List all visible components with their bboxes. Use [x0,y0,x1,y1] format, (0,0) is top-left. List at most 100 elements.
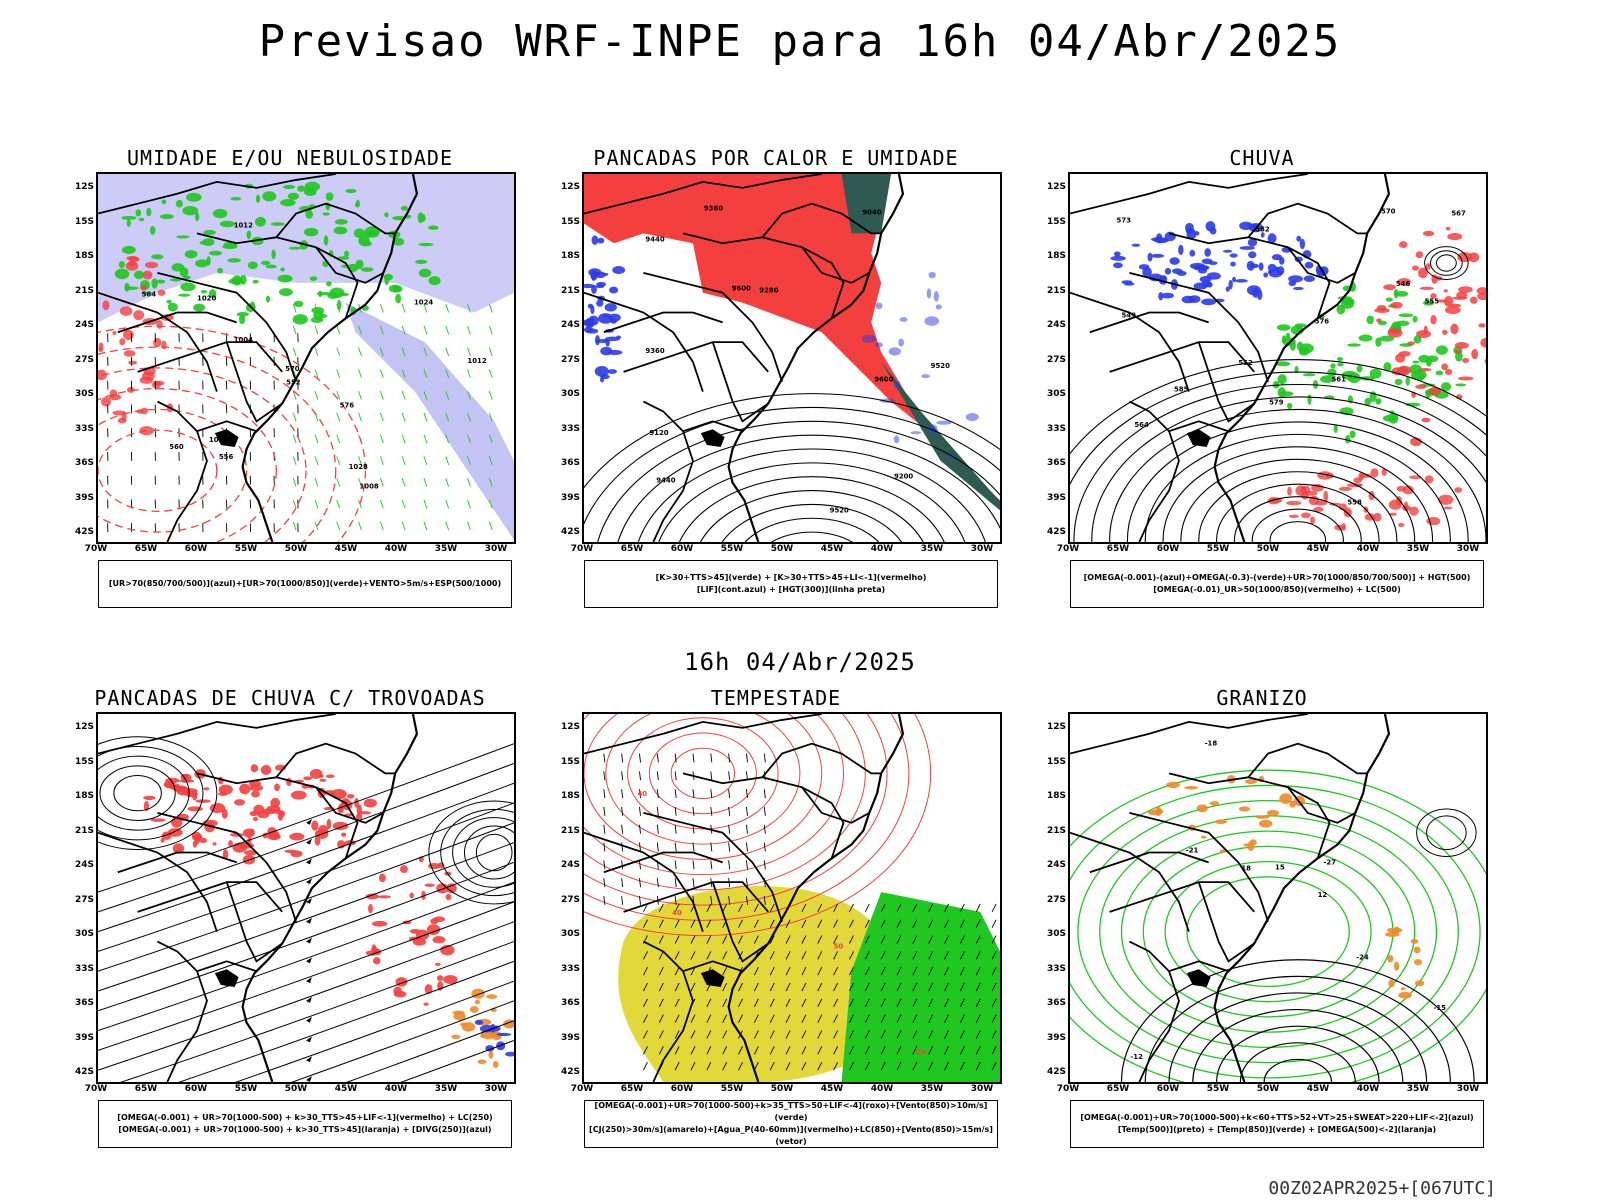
latitude-label: 33S [560,963,580,974]
vortex-east [428,800,514,905]
longitude-label: 35W [1406,544,1430,554]
longitude-label: 60W [184,1084,208,1094]
latitude-label: 30S [560,389,580,399]
latitude-label: 12S [560,722,580,732]
forecast-map: 40 40 50 40 [582,712,1002,1084]
instability-red-area [584,174,941,442]
longitude-label: 50W [1256,1084,1280,1094]
latitude-label: 15S [560,216,580,227]
longitude-label: 45W [820,544,844,554]
omega500-orange-ocean [1385,926,1425,999]
omega500-orange [1147,775,1306,854]
longitude-label: 40W [1356,544,1380,554]
country-borders [98,174,419,542]
legend-line: [LIF](cont.azul) + [HGT(300)](linha pret… [696,585,886,594]
panel-title: UMIDADE E/OU NEBULOSIDADE [126,146,454,170]
contour-label: 561 [1331,376,1346,384]
legend-line: [K>30+TTS>45](verde) + [K>30+TTS>45+LI<-… [655,573,927,582]
latitude-label: 36S [74,458,94,468]
legend-line: [OMEGA(-0.001)+UR>70(1000-500)+k>35_TTS>… [594,1101,988,1122]
latitude-label: 42S [560,1067,580,1077]
longitude-label: 55W [234,544,258,554]
latitude-label: 36S [1046,458,1066,468]
latitude-label: 15S [74,756,94,767]
longitude-label: 60W [184,544,208,554]
contour-label: 1012 [234,221,253,229]
forecast-map [96,712,516,1084]
temp850-green [1070,769,1486,1082]
contour-label: 1024 [414,299,433,307]
latitude-label: 36S [560,458,580,468]
panel-umidade: UMIDADE E/OU NEBULOSIDADE100810121016102… [70,146,516,626]
panel-legend: [K>30+TTS>45](verde) + [K>30+TTS>45+LI<-… [584,560,998,608]
latitude-label: 36S [1046,998,1066,1008]
latitude-label: 27S [1046,894,1066,905]
latitude-label: 33S [560,423,580,434]
contour-label: 40 [637,790,647,798]
panel-title: GRANIZO [1216,686,1308,710]
panel-pancadas-calor: PANCADAS POR CALOR E UMIDADE 9600 9520 9440… [556,146,1002,626]
latitude-label: 39S [74,1032,94,1043]
longitude-label: 35W [920,1084,944,1094]
legend-line: [OMEGA(-0.001) + UR>70(1000-500) + k>30_… [118,1125,492,1134]
legend-line: [CJ(250)>30m/s](amarelo)+[Agua_P(40-60mm… [589,1125,993,1146]
contour-label: 555 [1425,298,1440,306]
forecast-map: 9600 9520 9440 9360 9280 9200 9120 9040 9600 9520… [582,172,1002,544]
country-borders [98,714,419,1082]
wind-vectors-black [107,333,299,533]
longitude-label: 60W [670,544,694,554]
longitude-label: 70W [570,1084,594,1094]
panel-legend: [OMEGA(-0.001)-(azul)+OMEGA(-0.3)-(verde… [1070,560,1484,608]
contour-label: 9440 [656,477,675,485]
contour-label: 546 [1396,280,1411,288]
longitude-label: 40W [1356,1084,1380,1094]
latitude-label: 12S [560,182,580,192]
latitude-label: 12S [1046,722,1066,732]
latitude-label: 39S [74,492,94,503]
longitude-label: 55W [1206,1084,1230,1094]
map-canvas [98,714,514,1082]
contour-label: 573 [1117,216,1132,224]
longitude-label: 35W [434,544,458,554]
country-borders [1070,174,1391,542]
latitude-label: 36S [560,998,580,1008]
latitude-label: 27S [560,894,580,905]
contour-label: 1020 [197,295,216,303]
latitude-label: 18S [74,791,94,801]
humidity-band [345,302,514,541]
omega-blue [1110,221,1329,306]
contour-label: 9360 [645,347,664,355]
humidity-red-spots [98,255,174,436]
hgt300-contours [584,393,1000,542]
map-canvas: 40 40 50 40 [584,714,1000,1082]
longitude-label: 50W [284,1084,308,1094]
forecast-map: 585 582 579 576 573 570 567 564 561 558 555 552 549 5… [1068,172,1488,544]
panel-legend: [OMEGA(-0.001)+UR>70(1000-500)+k>35_TTS>… [584,1100,998,1148]
longitude-label: 50W [1256,544,1280,554]
latitude-label: 30S [74,389,94,399]
contour-label: 9520 [830,506,849,514]
contour-label: 1004 [234,336,253,344]
longitude-label: 45W [334,1084,358,1094]
latitude-label: 21S [1046,825,1066,836]
longitude-label: 45W [334,544,358,554]
longitude-label: 70W [1056,544,1080,554]
longitude-label: 55W [1206,544,1230,554]
streamlines-250 [98,743,514,1082]
lif-blue-ocean [861,271,979,458]
panel-granizo: GRANIZO -12 -15 -18 -21 -24 -27 12 15 18 12S 15S 18S… [1042,686,1488,1166]
temp500-east [1416,808,1477,857]
contour-label: -21 [1186,846,1199,854]
latitude-label: 27S [74,894,94,905]
longitude-label: 65W [1106,1084,1130,1094]
longitude-label: 35W [434,1084,458,1094]
longitude-label: 55W [720,544,744,554]
lif-blue-contours [584,235,626,383]
contour-label: 1008 [359,483,378,491]
contour-label: 1028 [349,463,368,471]
contour-label: 9520 [931,362,950,370]
latitude-label: 15S [74,216,94,227]
instability-green-area [841,174,892,234]
contour-label: 9440 [645,235,664,243]
